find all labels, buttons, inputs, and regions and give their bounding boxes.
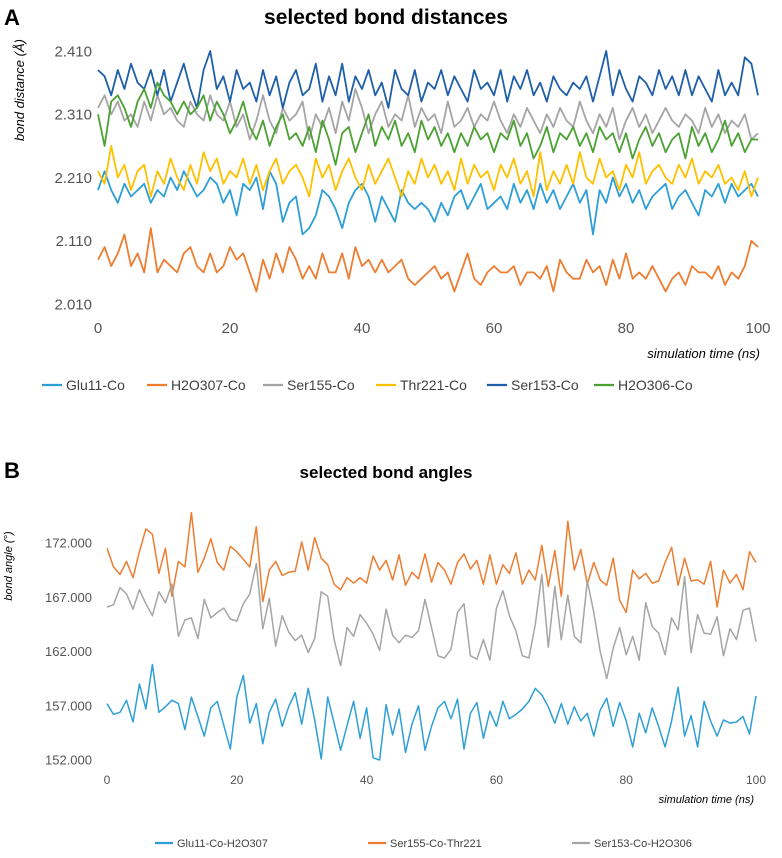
chart-b-x-tick-label: 100 xyxy=(746,773,766,787)
legend-item-glu11-co: Glu11-Co xyxy=(42,377,125,393)
chart-b-x-tick-label: 0 xyxy=(104,773,111,787)
legend-label: Ser155-Co-Thr221 xyxy=(390,838,482,850)
panel-b-letter: B xyxy=(4,458,20,483)
chart-a-y-tick-label: 2.310 xyxy=(54,107,92,124)
chart-b-x-tick-label: 20 xyxy=(230,773,244,787)
chart-a-x-axis-label: simulation time (ns) xyxy=(647,346,760,361)
panel-a: A selected bond distances bond distance … xyxy=(4,5,771,393)
chart-a-series xyxy=(97,50,759,293)
chart-b-x-axis-label: simulation time (ns) xyxy=(659,794,755,806)
legend-label: Glu11-Co-H2O307 xyxy=(177,838,268,850)
legend-label: Glu11-Co xyxy=(66,377,125,393)
legend-label: Ser155-Co xyxy=(287,377,355,393)
legend-item-ser153-co: Ser153-Co xyxy=(487,377,579,393)
chart-b-title: selected bond angles xyxy=(300,463,473,482)
legend-label: Ser153-Co-H2O306 xyxy=(594,838,692,850)
series-line-ser155-co xyxy=(97,88,759,141)
chart-b-x-tick-label: 40 xyxy=(360,773,374,787)
panel-a-letter: A xyxy=(4,5,20,30)
legend-item-ser155-co: Ser155-Co xyxy=(263,377,355,393)
legend-item-ser155-co-thr221: Ser155-Co-Thr221 xyxy=(368,838,482,850)
series-line-ser155-co-thr221 xyxy=(106,511,757,614)
chart-b-y-tick-label: 162.000 xyxy=(45,644,92,659)
chart-b-y-tick-label: 167.000 xyxy=(45,590,92,605)
series-line-thr221-co xyxy=(97,144,759,198)
chart-b-y-axis-label: bond angle (°) xyxy=(3,531,15,601)
chart-a-y-tick-label: 2.210 xyxy=(54,170,92,187)
legend-label: H2O306-Co xyxy=(618,377,693,393)
chart-a-x-tick-label: 100 xyxy=(745,320,770,337)
chart-a-y-tick-label: 2.410 xyxy=(54,43,92,60)
chart-a-x-tick-label: 0 xyxy=(94,320,102,337)
series-line-ser153-co xyxy=(97,50,759,109)
legend-item-h2o306-co: H2O306-Co xyxy=(594,377,693,393)
legend-label: Thr221-Co xyxy=(400,377,467,393)
series-line-ser153-co-h2o306 xyxy=(106,562,757,680)
chart-a-x-ticks: 0 20 40 60 80 100 xyxy=(94,320,771,337)
chart-a-legend: Glu11-Co H2O307-Co Ser155-Co Thr221-Co Ser15… xyxy=(42,377,693,393)
series-line-glu11-co-h2o307 xyxy=(106,663,757,761)
legend-label: H2O307-Co xyxy=(171,377,246,393)
chart-b-x-tick-label: 60 xyxy=(490,773,504,787)
legend-item-h2o307-co: H2O307-Co xyxy=(147,377,246,393)
chart-a-x-tick-label: 20 xyxy=(222,320,239,337)
chart-b-x-ticks: 0 20 40 60 80 100 xyxy=(104,773,767,787)
panel-b: B selected bond angles bond angle (°) 15… xyxy=(3,458,766,850)
legend-item-thr221-co: Thr221-Co xyxy=(376,377,467,393)
chart-b-y-tick-label: 152.000 xyxy=(45,753,92,768)
chart-b-series xyxy=(106,511,757,761)
chart-a-y-tick-label: 2.110 xyxy=(56,233,92,250)
chart-b-x-tick-label: 80 xyxy=(620,773,634,787)
chart-a-y-axis-label: bond distance (Å) xyxy=(12,39,27,141)
chart-a-x-tick-label: 40 xyxy=(354,320,371,337)
chart-a-title: selected bond distances xyxy=(264,6,508,29)
series-line-h2o306-co xyxy=(97,81,758,166)
series-line-h2o307-co xyxy=(97,227,759,293)
chart-b-y-tick-label: 172.000 xyxy=(45,536,92,551)
chart-a-x-tick-label: 60 xyxy=(486,320,503,337)
legend-item-ser153-co-h2o306: Ser153-Co-H2O306 xyxy=(572,838,692,850)
chart-b-legend: Glu11-Co-H2O307 Ser155-Co-Thr221 Ser153-Co… xyxy=(155,838,692,850)
chart-b-y-tick-label: 157.000 xyxy=(45,698,92,713)
chart-a-y-tick-label: 2.010 xyxy=(54,296,92,313)
legend-item-glu11-co-h2o307: Glu11-Co-H2O307 xyxy=(155,838,268,850)
chart-a-x-tick-label: 80 xyxy=(618,320,635,337)
legend-label: Ser153-Co xyxy=(511,377,579,393)
chart-b-y-ticks: 152.000 157.000 162.000 167.000 172.000 xyxy=(45,536,92,768)
series-line-glu11-co xyxy=(97,170,759,236)
chart-a-y-ticks: 2.010 2.110 2.210 2.310 2.410 xyxy=(54,43,92,313)
